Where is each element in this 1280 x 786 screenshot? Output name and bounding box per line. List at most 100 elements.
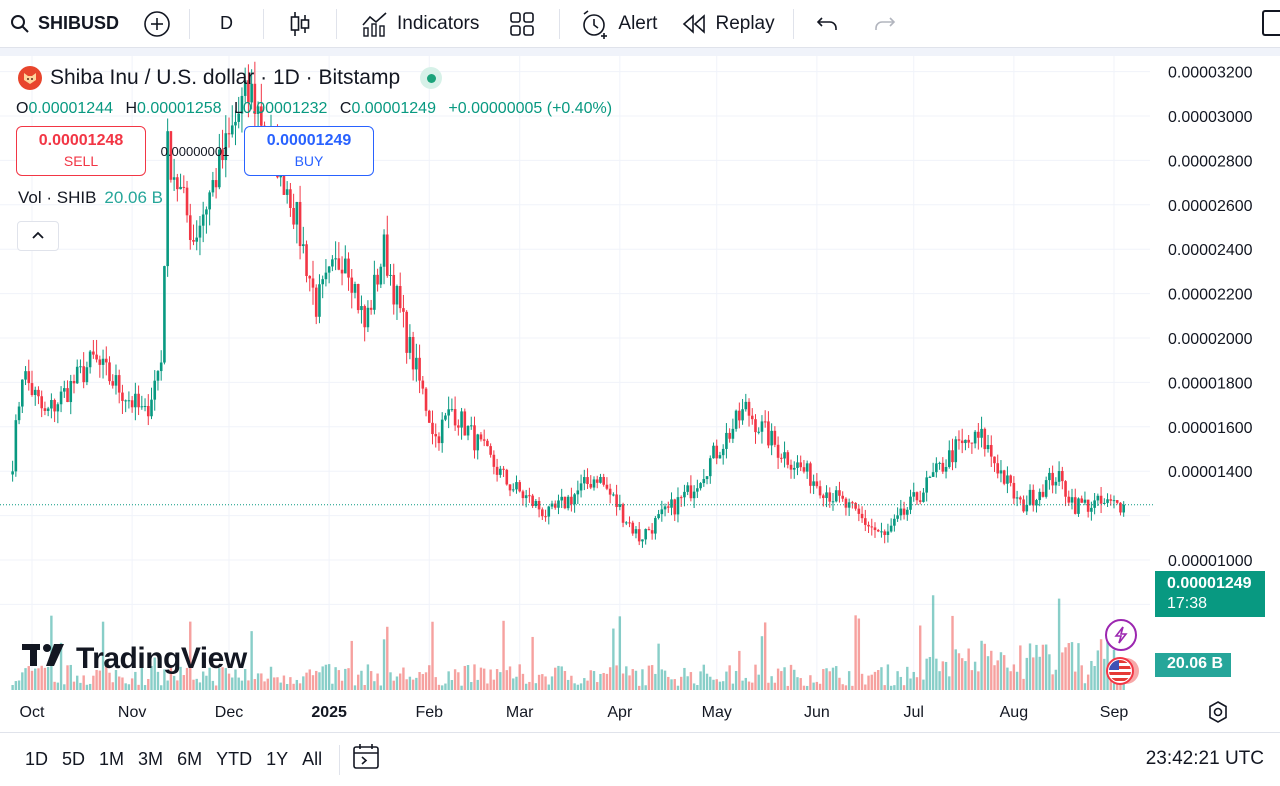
volume-bar [563,670,567,690]
alert-button[interactable]: Alert [564,0,671,48]
tradingview-logo[interactable]: TradingView [22,642,247,676]
high-value: 0.00001258 [137,100,222,117]
candle-body [834,490,838,502]
candle-body [415,357,418,370]
chart-pane[interactable]: 0.000036000.000034000.000032000.00003000… [0,56,1280,730]
volume-bar [841,684,844,690]
candle-body [37,389,40,397]
volume-bar [298,683,302,690]
volume-bar [360,670,363,690]
volume-bar [954,649,957,690]
candle-body [46,408,50,411]
volume-bar [499,672,502,690]
fullscreen-icon[interactable] [1262,10,1280,36]
candle-body [954,439,958,463]
us-flag-icon[interactable] [1104,654,1140,688]
volume-bar [760,636,764,690]
utc-clock[interactable]: 23:42:21 UTC [1145,748,1264,769]
range-ytd-button[interactable]: YTD [216,749,253,769]
candle-body [1067,496,1071,503]
volume-bar [889,685,893,690]
volume-bar [253,679,257,690]
candle-body [999,470,1003,474]
candle-body [595,479,599,483]
range-6m-button[interactable]: 6M [177,749,203,769]
replay-button[interactable]: Replay [671,0,788,48]
compare-symbol-button[interactable] [129,0,185,48]
interval-button[interactable]: D [194,0,259,48]
candle-body [411,336,415,370]
candle-body [337,258,341,270]
candle-body [321,279,324,285]
range-1d-button[interactable]: 1D [25,749,49,769]
volume-bar [111,682,114,690]
series-legend-title[interactable]: Shiba Inu / U.S. dollar · 1D · Bitstamp [18,66,443,90]
volume-bar [134,671,137,690]
volume-bar [256,673,260,690]
volume-bar [347,668,350,690]
candle-body [495,466,499,475]
candle-body [98,359,102,365]
layouts-button[interactable] [493,0,555,48]
collapse-legend-button[interactable] [17,221,59,251]
volume-bar [705,673,709,690]
volume-bar [379,685,383,690]
symbol-search-button[interactable]: SHIBUSD [0,0,129,48]
volume-bar [867,675,870,690]
go-to-date-button[interactable] [352,743,382,776]
candle-body [783,452,786,459]
volume-bar [631,669,634,690]
interval-label: D [220,13,234,33]
volume-bar [973,661,977,690]
volume-bar [683,667,686,690]
volume-bar [163,669,166,690]
candle-body [489,446,492,455]
volume-bar [825,668,828,690]
redo-button[interactable] [856,0,914,48]
volume-bar [428,665,431,690]
candle-body [253,83,257,114]
volume-bar [647,665,651,690]
volume-bar [554,667,557,690]
range-5d-button[interactable]: 5D [62,749,86,769]
volume-legend[interactable]: Vol · SHIB 20.06 B [18,188,163,208]
candle-body [557,500,560,508]
candle-body [909,496,912,510]
price-axis-label: 0.00001400 [1168,464,1253,481]
candle-body [770,430,773,446]
candle-body [670,499,673,508]
candle-body [828,492,832,502]
chart-type-button[interactable] [268,0,332,48]
indicators-button[interactable]: Indicators [341,0,493,48]
candle-body [615,494,618,508]
market-open-status-icon[interactable] [420,67,443,89]
candle-body [508,484,512,491]
range-all-button[interactable]: All [302,749,323,769]
volume-bar [285,683,289,690]
range-1y-button[interactable]: 1Y [266,749,289,769]
volume-legend-label: Vol · SHIB [18,188,97,207]
volume-bar [292,683,295,690]
alert-label: Alert [618,12,658,34]
volume-bar [237,677,240,690]
candle-body [650,530,654,534]
range-1m-button[interactable]: 1M [99,749,125,769]
price-axis-label: 0.00001800 [1168,375,1253,392]
buy-button[interactable]: 0.00001249 BUY [244,126,374,176]
undo-button[interactable] [798,0,856,48]
volume-bar [1009,671,1012,690]
volume-bar [508,666,512,690]
sell-button[interactable]: 0.00001248 SELL [16,126,146,176]
candle-body [889,525,893,532]
volume-bar [95,669,98,690]
settings-icon[interactable] [1206,700,1230,724]
candle-body [185,187,189,216]
volume-bar [211,680,215,690]
lightning-icon[interactable] [1105,619,1137,651]
volume-bar [279,682,282,690]
range-3m-button[interactable]: 3M [138,749,164,769]
candle-body [579,483,583,491]
volume-bar [457,672,460,690]
volume-bar [156,671,160,690]
candle-body [860,513,864,519]
